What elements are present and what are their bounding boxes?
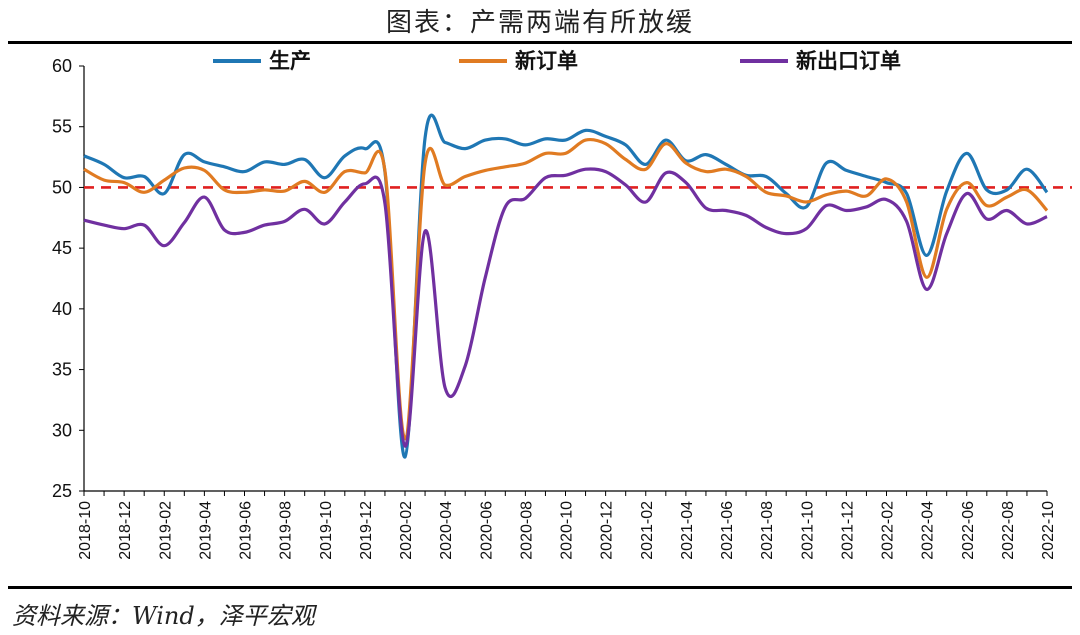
x-tick-label: 2019-02 bbox=[157, 501, 174, 560]
x-tick-label: 2021-04 bbox=[679, 501, 696, 560]
legend-label: 生产 bbox=[269, 49, 311, 73]
y-tick-label: 30 bbox=[52, 420, 72, 440]
x-tick-label: 2019-06 bbox=[238, 501, 255, 560]
line-chart: 25 30 35 40 45 50 55 60 2018-10 2018-12 2019-02 201… bbox=[52, 49, 1072, 560]
x-tick-label: 2021-08 bbox=[759, 501, 776, 560]
y-tick-label: 35 bbox=[52, 360, 72, 380]
x-tick-label: 2020-04 bbox=[438, 501, 455, 560]
x-tick-label: 2020-02 bbox=[398, 501, 415, 560]
x-tick-label: 2019-08 bbox=[278, 501, 295, 560]
x-tick-label: 2020-12 bbox=[599, 501, 616, 560]
legend-label: 新出口订单 bbox=[796, 49, 901, 73]
x-tick-label: 2020-10 bbox=[559, 501, 576, 560]
x-tick-label: 2019-10 bbox=[318, 501, 335, 560]
y-tick-label: 55 bbox=[52, 117, 72, 137]
x-tick-label: 2018-12 bbox=[117, 501, 134, 560]
x-tick-label: 2019-12 bbox=[358, 501, 375, 560]
x-tick-label: 2022-08 bbox=[1000, 501, 1017, 560]
y-tick-label: 25 bbox=[52, 481, 72, 501]
axes: 25 30 35 40 45 50 55 60 2018-10 2018-12 2019-02 201… bbox=[52, 56, 1057, 560]
bottom-rule bbox=[8, 586, 1072, 589]
y-tick-label: 40 bbox=[52, 299, 72, 319]
x-tick-label: 2020-08 bbox=[518, 501, 535, 560]
x-tick-label: 2021-02 bbox=[639, 501, 656, 560]
source-note: 资料来源：Wind，泽平宏观 bbox=[12, 602, 315, 630]
x-tick-label: 2018-10 bbox=[77, 501, 94, 560]
legend-item-production: 生产 bbox=[213, 49, 311, 73]
x-tick-label: 2019-04 bbox=[197, 501, 214, 560]
legend-label: 新订单 bbox=[515, 49, 578, 73]
x-tick-label: 2022-04 bbox=[920, 501, 937, 560]
legend-item-export-orders: 新出口订单 bbox=[740, 49, 901, 73]
export-orders-series-line bbox=[83, 167, 1048, 448]
x-tick-label: 2021-06 bbox=[719, 501, 736, 560]
x-tick-label: 2021-12 bbox=[839, 501, 856, 560]
new-orders-series-line bbox=[83, 137, 1049, 441]
chart-title: 图表：产需两端有所放缓 bbox=[385, 8, 694, 38]
y-tick-label: 45 bbox=[52, 238, 72, 258]
top-rule bbox=[8, 41, 1072, 44]
x-tick-label: 2022-10 bbox=[1040, 501, 1057, 560]
legend-item-new-orders: 新订单 bbox=[459, 49, 578, 73]
series-lines bbox=[83, 113, 1049, 459]
production-series-line bbox=[83, 113, 1049, 459]
x-tick-label: 2022-06 bbox=[960, 501, 977, 560]
y-tick-label: 50 bbox=[52, 177, 72, 197]
legend: 生产 新订单 新出口订单 bbox=[213, 49, 901, 73]
x-tick-label: 2021-10 bbox=[799, 501, 816, 560]
x-tick-label: 2020-06 bbox=[478, 501, 495, 560]
y-tick-label: 60 bbox=[52, 56, 72, 76]
x-tick-label: 2022-02 bbox=[880, 501, 897, 560]
